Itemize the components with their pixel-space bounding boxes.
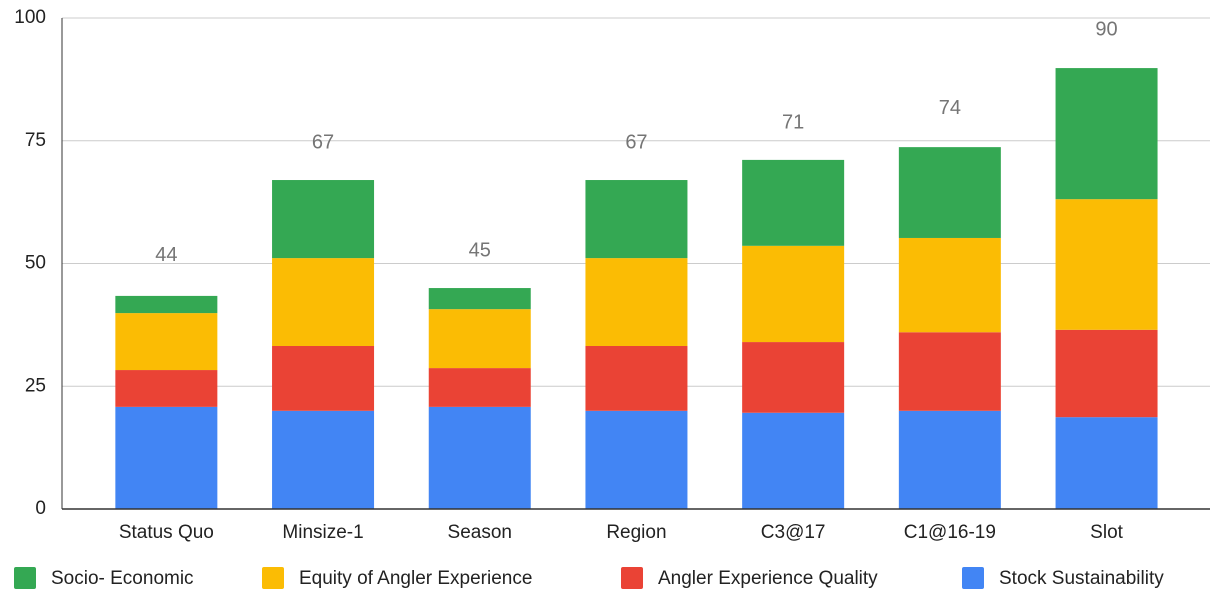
bar-segment [898, 237, 1001, 333]
bar-segment [115, 295, 218, 314]
bar-segment [428, 288, 531, 310]
bar-segment [585, 180, 688, 259]
legend-label: Equity of Angler Experience [299, 568, 532, 589]
bar-segment [115, 370, 218, 407]
x-tick-label: C1@16-19 [904, 522, 996, 543]
legend-swatch [621, 567, 643, 589]
bar-segment [585, 345, 688, 411]
total-label: 44 [155, 244, 177, 266]
legend-label: Angler Experience Quality [658, 568, 878, 589]
legend-swatch [14, 567, 36, 589]
bar-segment [272, 258, 375, 346]
bar-segment [428, 309, 531, 369]
bar-segment [898, 147, 1001, 238]
y-tick-label: 25 [25, 375, 46, 396]
bar-segment [898, 410, 1001, 509]
y-tick-label: 0 [35, 498, 46, 519]
bar-segment [272, 410, 375, 509]
bar-segment [742, 159, 845, 246]
total-label: 71 [782, 112, 804, 134]
bar-segment [1055, 199, 1158, 330]
x-tick-label: Slot [1090, 522, 1123, 543]
legend-label: Socio- Economic [51, 568, 194, 589]
bar-segment [272, 345, 375, 411]
y-tick-label: 100 [14, 7, 46, 28]
total-label: 74 [939, 97, 961, 119]
bar-segment [428, 406, 531, 509]
total-label: 45 [469, 239, 491, 261]
y-tick-label: 50 [25, 253, 46, 274]
bar-segment [1055, 417, 1158, 509]
x-tick-label: Status Quo [119, 522, 214, 543]
total-label: 90 [1095, 18, 1117, 40]
bar-segment [1055, 329, 1158, 418]
legend-label: Stock Sustainability [999, 568, 1164, 589]
bar-segment [272, 180, 375, 259]
x-tick-label: Minsize-1 [282, 522, 363, 543]
x-tick-label: Season [448, 522, 512, 543]
x-tick-label: C3@17 [761, 522, 826, 543]
bar-segment [742, 342, 845, 413]
bar-segment [742, 245, 845, 343]
bar-segment [742, 412, 845, 509]
total-label: 67 [625, 131, 647, 153]
bar-segment [1055, 68, 1158, 200]
total-label: 67 [312, 131, 334, 153]
legend-swatch [962, 567, 984, 589]
bar-segment [115, 313, 218, 371]
bar-segment [585, 410, 688, 509]
bar-segment [585, 258, 688, 346]
bar-segment [428, 368, 531, 407]
y-tick-label: 75 [25, 130, 46, 151]
bar-segment [898, 332, 1001, 411]
bar-segment [115, 406, 218, 509]
x-tick-label: Region [606, 522, 666, 543]
legend-swatch [262, 567, 284, 589]
